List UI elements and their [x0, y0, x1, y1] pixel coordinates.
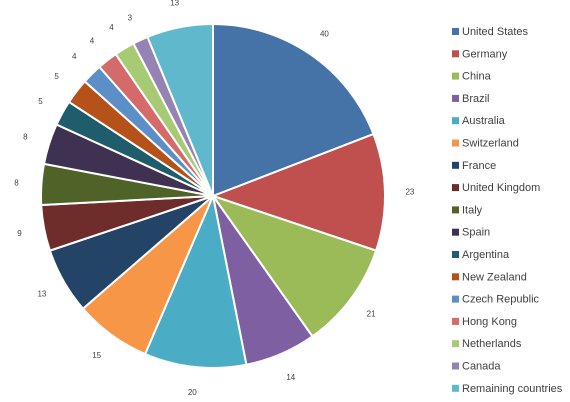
legend-swatch-italy	[452, 206, 459, 214]
data-label-netherlands: 4	[109, 23, 114, 32]
legend-label-canada: Canada	[462, 361, 501, 373]
legend-label-argentina: Argentina	[462, 249, 510, 261]
legend-swatch-china	[452, 72, 459, 80]
pie-data-labels: 40 23 21 14 20 15 13 9 8 8 5 5 4 4 4 3 13	[14, 0, 415, 397]
legend-swatch-remaining-countries	[452, 384, 459, 392]
legend-label-germany: Germany	[462, 48, 508, 60]
legend-swatch-canada	[452, 362, 459, 370]
legend-label-brazil: Brazil	[462, 93, 490, 105]
legend-swatch-hong-kong	[452, 317, 459, 325]
legend-swatch-united-states	[452, 28, 459, 35]
legend-swatch-czech-republic	[452, 295, 459, 303]
legend-label-italy: Italy	[462, 204, 483, 216]
data-label-united-states: 40	[320, 30, 329, 39]
pie-slice-germany	[210, 132, 386, 252]
data-label-brazil: 14	[286, 373, 295, 382]
legend-label-new-zealand: New Zealand	[462, 271, 527, 283]
data-label-canada: 3	[128, 13, 133, 22]
legend-swatch-switzerland	[452, 139, 459, 147]
legend-swatch-australia	[452, 117, 459, 125]
legend-swatch-france	[452, 161, 459, 169]
legend-label-australia: Australia	[462, 115, 506, 127]
legend-label-united-states: United States	[462, 26, 529, 38]
legend-label-hong-kong: Hong Kong	[462, 316, 517, 328]
pie-slice-australia	[143, 192, 248, 369]
data-label-new-zealand: 5	[54, 72, 59, 81]
legend: United States Germany China Brazil Australia…	[452, 26, 563, 395]
data-label-czech-republic: 4	[72, 52, 77, 61]
legend-swatch-germany	[452, 50, 459, 58]
legend-label-france: France	[462, 160, 496, 172]
data-label-argentina: 5	[38, 97, 43, 106]
pie-slice-remaining-countries	[146, 22, 214, 197]
data-label-united-kingdom: 9	[17, 229, 22, 238]
legend-label-spain: Spain	[462, 227, 490, 239]
legend-swatch-spain	[452, 228, 459, 236]
pie-slice-united-states	[212, 22, 375, 198]
data-label-china: 21	[367, 310, 376, 319]
data-label-australia: 20	[188, 388, 197, 397]
legend-swatch-argentina	[452, 251, 459, 258]
legend-label-czech-republic: Czech Republic	[462, 294, 540, 306]
legend-swatch-brazil	[452, 94, 459, 102]
data-label-remaining-countries: 13	[170, 0, 179, 8]
legend-label-remaining-countries: Remaining countries	[462, 383, 563, 395]
legend-swatch-united-kingdom	[452, 184, 459, 192]
data-label-france: 13	[37, 290, 46, 299]
data-label-hong-kong: 4	[90, 37, 95, 46]
legend-swatch-new-zealand	[452, 273, 459, 281]
legend-label-united-kingdom: United Kingdom	[462, 182, 540, 194]
legend-swatch-netherlands	[452, 340, 459, 348]
legend-label-switzerland: Switzerland	[462, 138, 519, 150]
data-label-spain: 8	[23, 132, 28, 141]
pie-slices	[40, 22, 386, 369]
legend-label-netherlands: Netherlands	[462, 338, 522, 350]
pie-slice-china	[210, 194, 378, 338]
data-label-italy: 8	[14, 179, 19, 188]
legend-label-china: China	[462, 71, 492, 83]
data-label-switzerland: 15	[92, 351, 101, 360]
data-label-germany: 23	[405, 188, 414, 197]
